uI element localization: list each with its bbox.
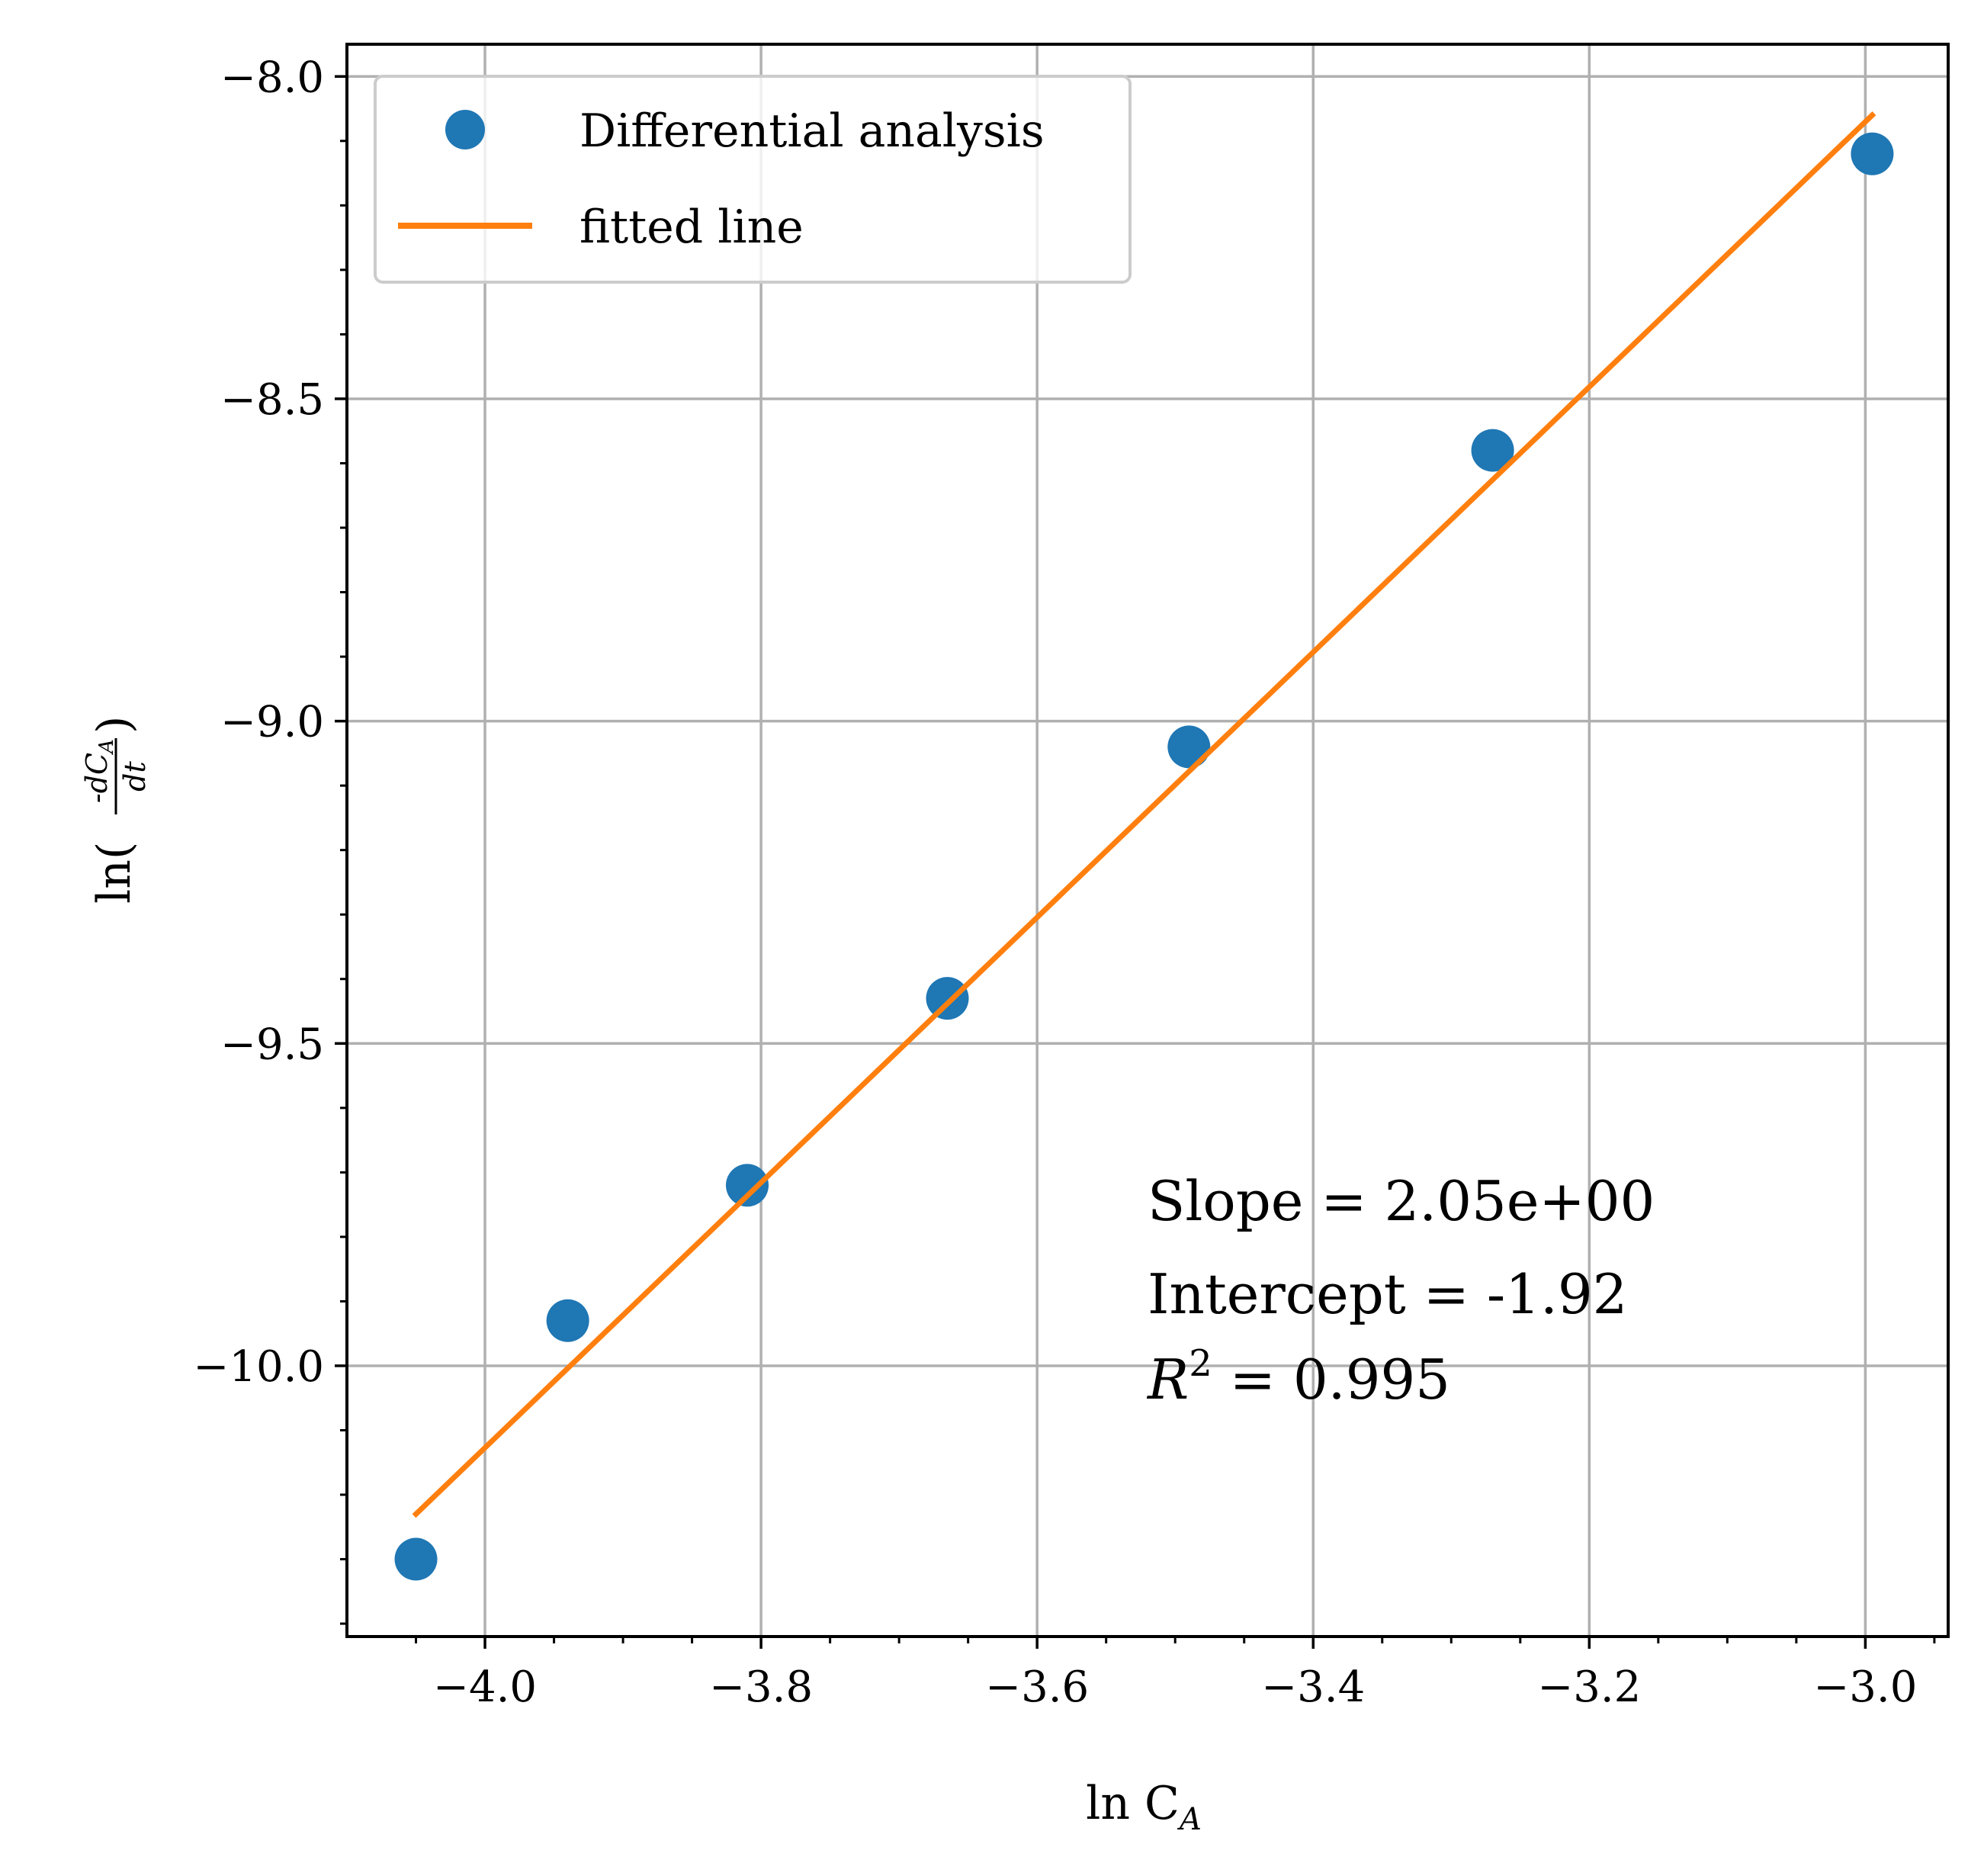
r-squared-symbol: R xyxy=(1146,1348,1189,1412)
x-tick-label-5: −3.0 xyxy=(1813,1662,1917,1712)
tick-layer: −4.0 −3.8 −3.6 −3.4 −3.2 −3.0 −10.0 −9.5 −9.0 −8.… xyxy=(193,53,1936,1712)
x-tick-label-3: −3.4 xyxy=(1261,1662,1365,1712)
plot-frame xyxy=(345,43,1950,1638)
intercept-annotation: Intercept = -1.92 xyxy=(1148,1262,1627,1326)
y-tick-label-2: −9.0 xyxy=(220,698,324,747)
x-axis-label-main: ln C xyxy=(1086,1777,1180,1830)
x-axis-label-subscript: A xyxy=(1177,1802,1202,1837)
slope-annotation: Slope = 2.05e+00 xyxy=(1148,1169,1655,1233)
x-tick-label-0: −4.0 xyxy=(433,1662,537,1712)
x-axis-label: ln CA xyxy=(1086,1777,1202,1837)
grid-lines xyxy=(347,44,1948,1637)
data-point-2 xyxy=(726,1164,769,1207)
legend-label-differential-analysis: Differential analysis xyxy=(579,104,1045,158)
y-axis-label: ln( -dC A dt ) xyxy=(80,716,152,904)
data-point-5 xyxy=(1471,429,1514,472)
data-point-3 xyxy=(926,977,969,1020)
data-point-1 xyxy=(546,1299,589,1342)
y-axis-label-suffix: ) xyxy=(88,716,141,734)
series-layer xyxy=(394,111,1894,1581)
legend-label-fitted-line: fitted line xyxy=(579,201,804,254)
y-axis-label-denominator: dt xyxy=(118,760,152,791)
y-tick-label-0: −10.0 xyxy=(193,1342,324,1392)
y-tick-label-1: −9.5 xyxy=(220,1020,324,1069)
y-axis-label-prefix: ln( xyxy=(88,842,141,904)
data-point-0 xyxy=(394,1537,438,1581)
x-tick-label-2: −3.6 xyxy=(985,1662,1089,1712)
fitted-line xyxy=(412,111,1876,1518)
r-squared-exponent: 2 xyxy=(1189,1342,1212,1385)
y-tick-label-3: −8.5 xyxy=(220,375,324,425)
annotation-box: Slope = 2.05e+00 Intercept = -1.92 R2 = … xyxy=(1146,1169,1655,1412)
r-squared-value: = 0.995 xyxy=(1212,1348,1450,1412)
data-point-4 xyxy=(1167,725,1211,769)
legend: Differential analysis fitted line xyxy=(374,75,1132,284)
y-tick-label-4: −8.0 xyxy=(220,53,324,102)
y-axis-label-numerator: -dC xyxy=(80,753,114,803)
data-point-6 xyxy=(1851,132,1894,175)
legend-marker-differential-analysis xyxy=(445,110,485,149)
x-tick-label-4: −3.2 xyxy=(1537,1662,1641,1712)
r-squared-annotation: R2 = 0.995 xyxy=(1146,1342,1450,1412)
legend-box xyxy=(374,75,1132,284)
x-tick-label-1: −3.8 xyxy=(709,1662,813,1712)
y-axis-label-numerator-subscript: A xyxy=(95,739,118,755)
